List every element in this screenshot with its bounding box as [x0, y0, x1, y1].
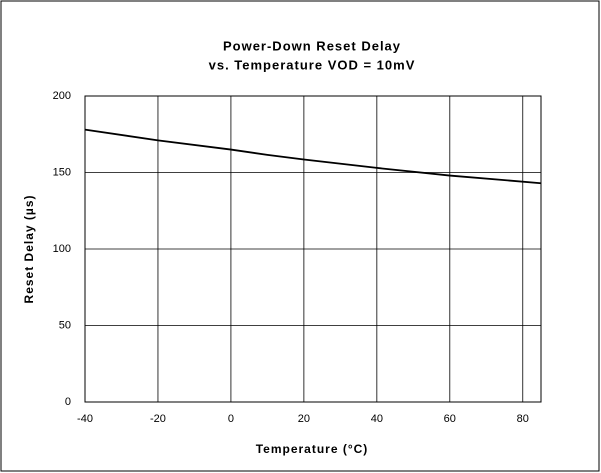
x-tick-label: 0 — [228, 413, 234, 425]
y-tick-label: 100 — [53, 243, 71, 255]
x-tick-label: 40 — [371, 413, 383, 425]
x-tick-label: 60 — [444, 413, 456, 425]
y-tick-label: 200 — [53, 90, 71, 102]
x-tick-label: 20 — [298, 413, 310, 425]
y-tick-label: 150 — [53, 166, 71, 178]
y-tick-label: 50 — [59, 319, 71, 331]
y-axis-title: Reset Delay (µs) — [22, 195, 36, 304]
x-tick-label: -40 — [77, 413, 93, 425]
chart-title: Power-Down Reset Delay — [223, 38, 401, 53]
x-tick-label: -20 — [150, 413, 166, 425]
x-tick-label: 80 — [517, 413, 529, 425]
chart-subtitle: vs. Temperature VOD = 10mV — [209, 57, 416, 72]
y-tick-label: 0 — [65, 396, 71, 408]
x-axis-title: Temperature (°C) — [256, 442, 369, 456]
data-line — [84, 128, 542, 185]
